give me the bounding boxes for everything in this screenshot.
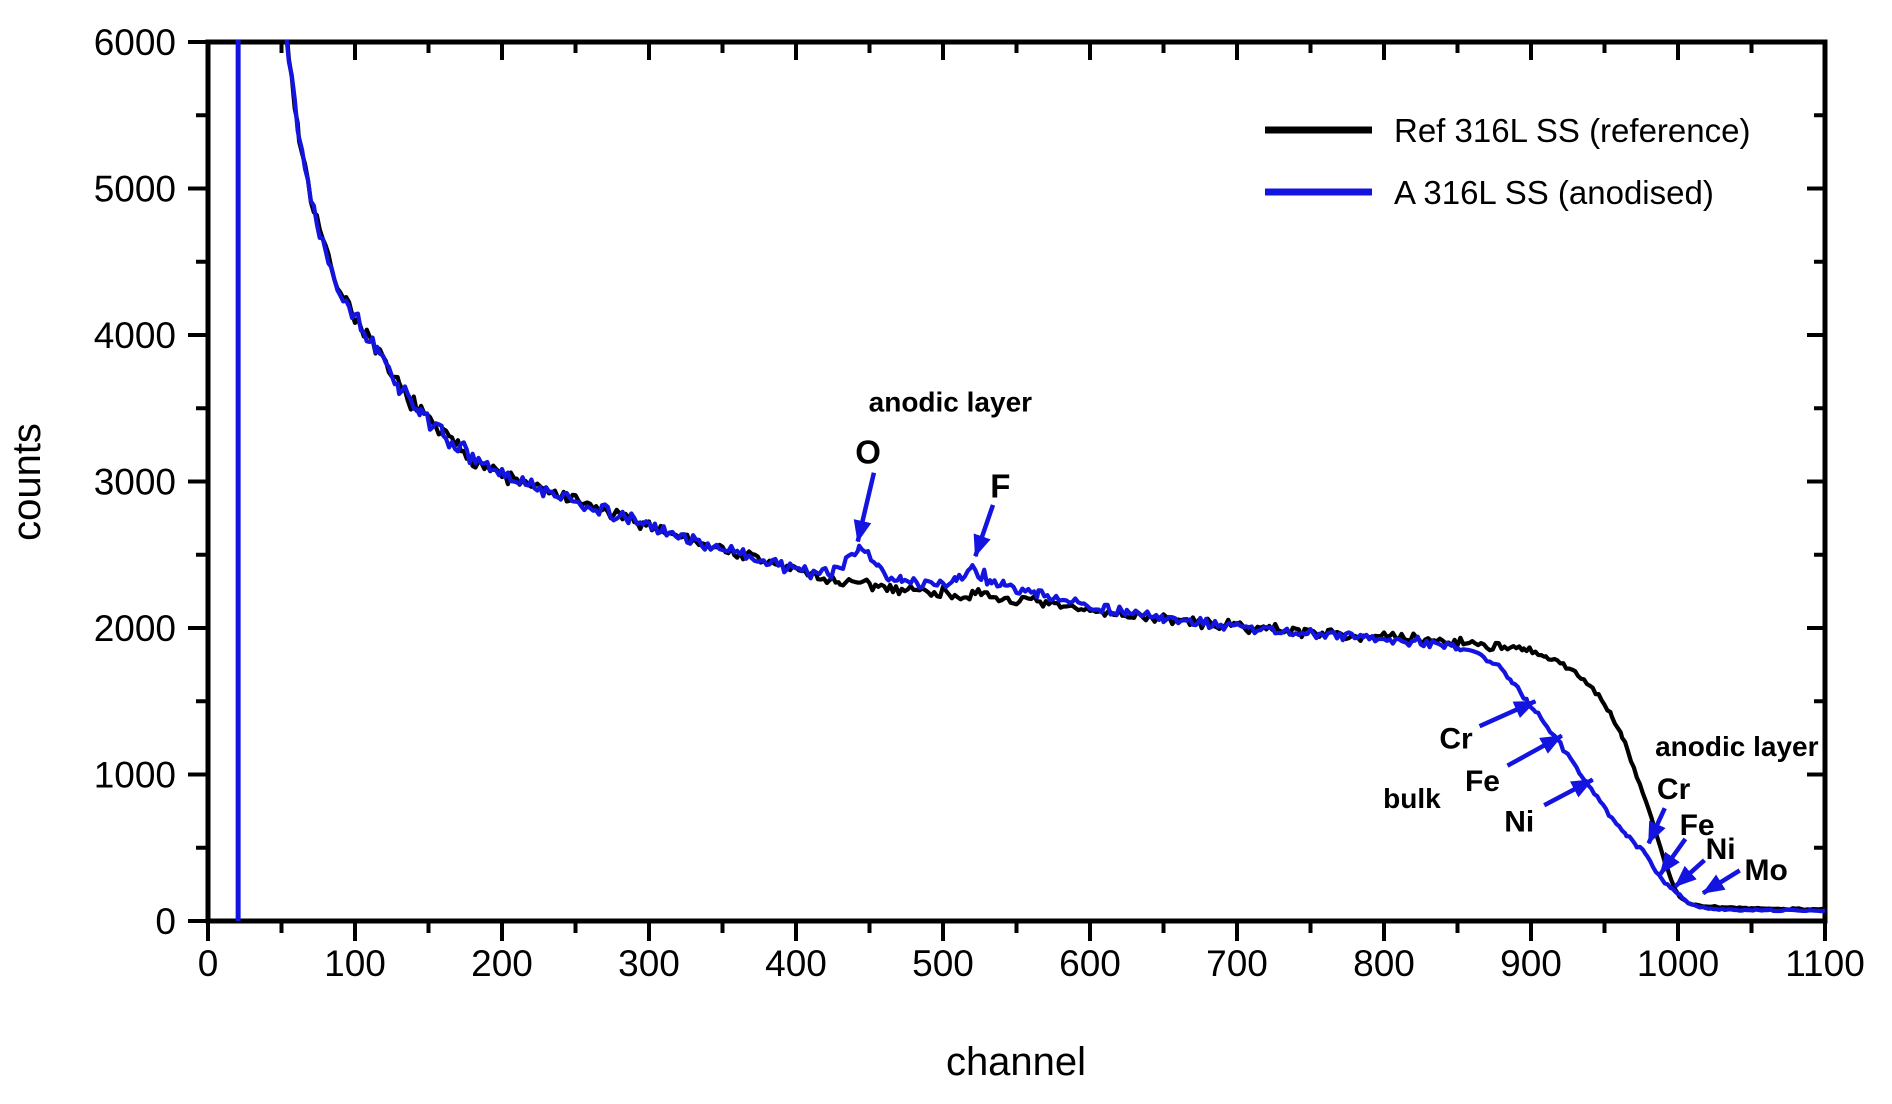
x-axis-tick-label: 200 — [471, 943, 533, 984]
annotation-molybdenum: Mo — [1745, 854, 1788, 887]
y-axis-tick-label: 6000 — [94, 22, 176, 63]
x-axis-tick-label: 300 — [618, 943, 680, 984]
annotation-bulk-Ni: Ni — [1504, 805, 1534, 838]
annotation-arrow-anodic-Cr — [1646, 807, 1667, 845]
y-axis-tick-label: 4000 — [94, 315, 176, 356]
annotation-arrow-anodic-Fe — [1658, 837, 1688, 876]
y-axis-tick-label: 2000 — [94, 608, 176, 649]
y-axis-tick-label: 5000 — [94, 169, 176, 210]
annotation-arrow-fluorine-peak — [973, 504, 996, 558]
plot-frame: 0 100 200 300 400 500 600 700 800 900 1000 1100 0 100… — [94, 22, 1865, 984]
annotation-anodic-Ni: Ni — [1706, 833, 1736, 866]
x-axis-tick-label: 1100 — [1785, 943, 1865, 984]
annotation-fluorine-peak: F — [990, 467, 1010, 504]
series-line-anodised — [284, 40, 1825, 914]
annotation-arrow-bulk-Fe — [1506, 733, 1563, 768]
annotation-arrow-anodic-Ni — [1673, 858, 1706, 889]
x-axis-tick-label: 400 — [765, 943, 827, 984]
y-axis-tick-label: 3000 — [94, 462, 176, 503]
x-axis-tick-label: 100 — [324, 943, 386, 984]
x-axis-title: channel — [946, 1040, 1086, 1084]
legend: Ref 316L SS (reference) A 316L SS (anodi… — [1265, 112, 1750, 211]
x-axis-tick-label: 1000 — [1637, 943, 1719, 984]
y-axis-tick-label: 1000 — [94, 755, 176, 796]
x-axis-tick-label: 800 — [1353, 943, 1415, 984]
annotation-anodic-layer-right: anodic layer — [1655, 731, 1819, 762]
annotation-anodic-layer-top: anodic layer — [869, 387, 1033, 418]
annotation-anodic-Cr: Cr — [1657, 773, 1691, 806]
series-layer — [235, 40, 1825, 921]
y-axis-title: counts — [5, 423, 49, 541]
x-axis-tick-label: 500 — [912, 943, 974, 984]
annotation-anodic-Fe: Fe — [1680, 809, 1715, 842]
annotation-bulk-Fe: Fe — [1465, 765, 1500, 798]
annotation-arrow-bulk-Ni — [1543, 777, 1594, 808]
plot-border — [205, 39, 1828, 924]
x-axis-tick-label: 700 — [1206, 943, 1268, 984]
annotation-arrow-oxygen-peak — [853, 472, 877, 543]
annotation-bulk: bulk — [1383, 783, 1441, 814]
x-axis-tick-label: 600 — [1059, 943, 1121, 984]
annotation-oxygen-peak: O — [855, 434, 881, 471]
x-axis-tick-label: 0 — [198, 943, 219, 984]
annotation-arrow-molybdenum — [1701, 868, 1741, 896]
y-axis-tick-label: 0 — [155, 901, 176, 942]
annotation-bulk-Cr: Cr — [1439, 723, 1473, 756]
legend-label-reference: Ref 316L SS (reference) — [1394, 112, 1750, 149]
x-axis-tick-label: 900 — [1500, 943, 1562, 984]
legend-label-anodised: A 316L SS (anodised) — [1394, 174, 1714, 211]
annotation-arrow-bulk-Cr — [1478, 699, 1537, 729]
